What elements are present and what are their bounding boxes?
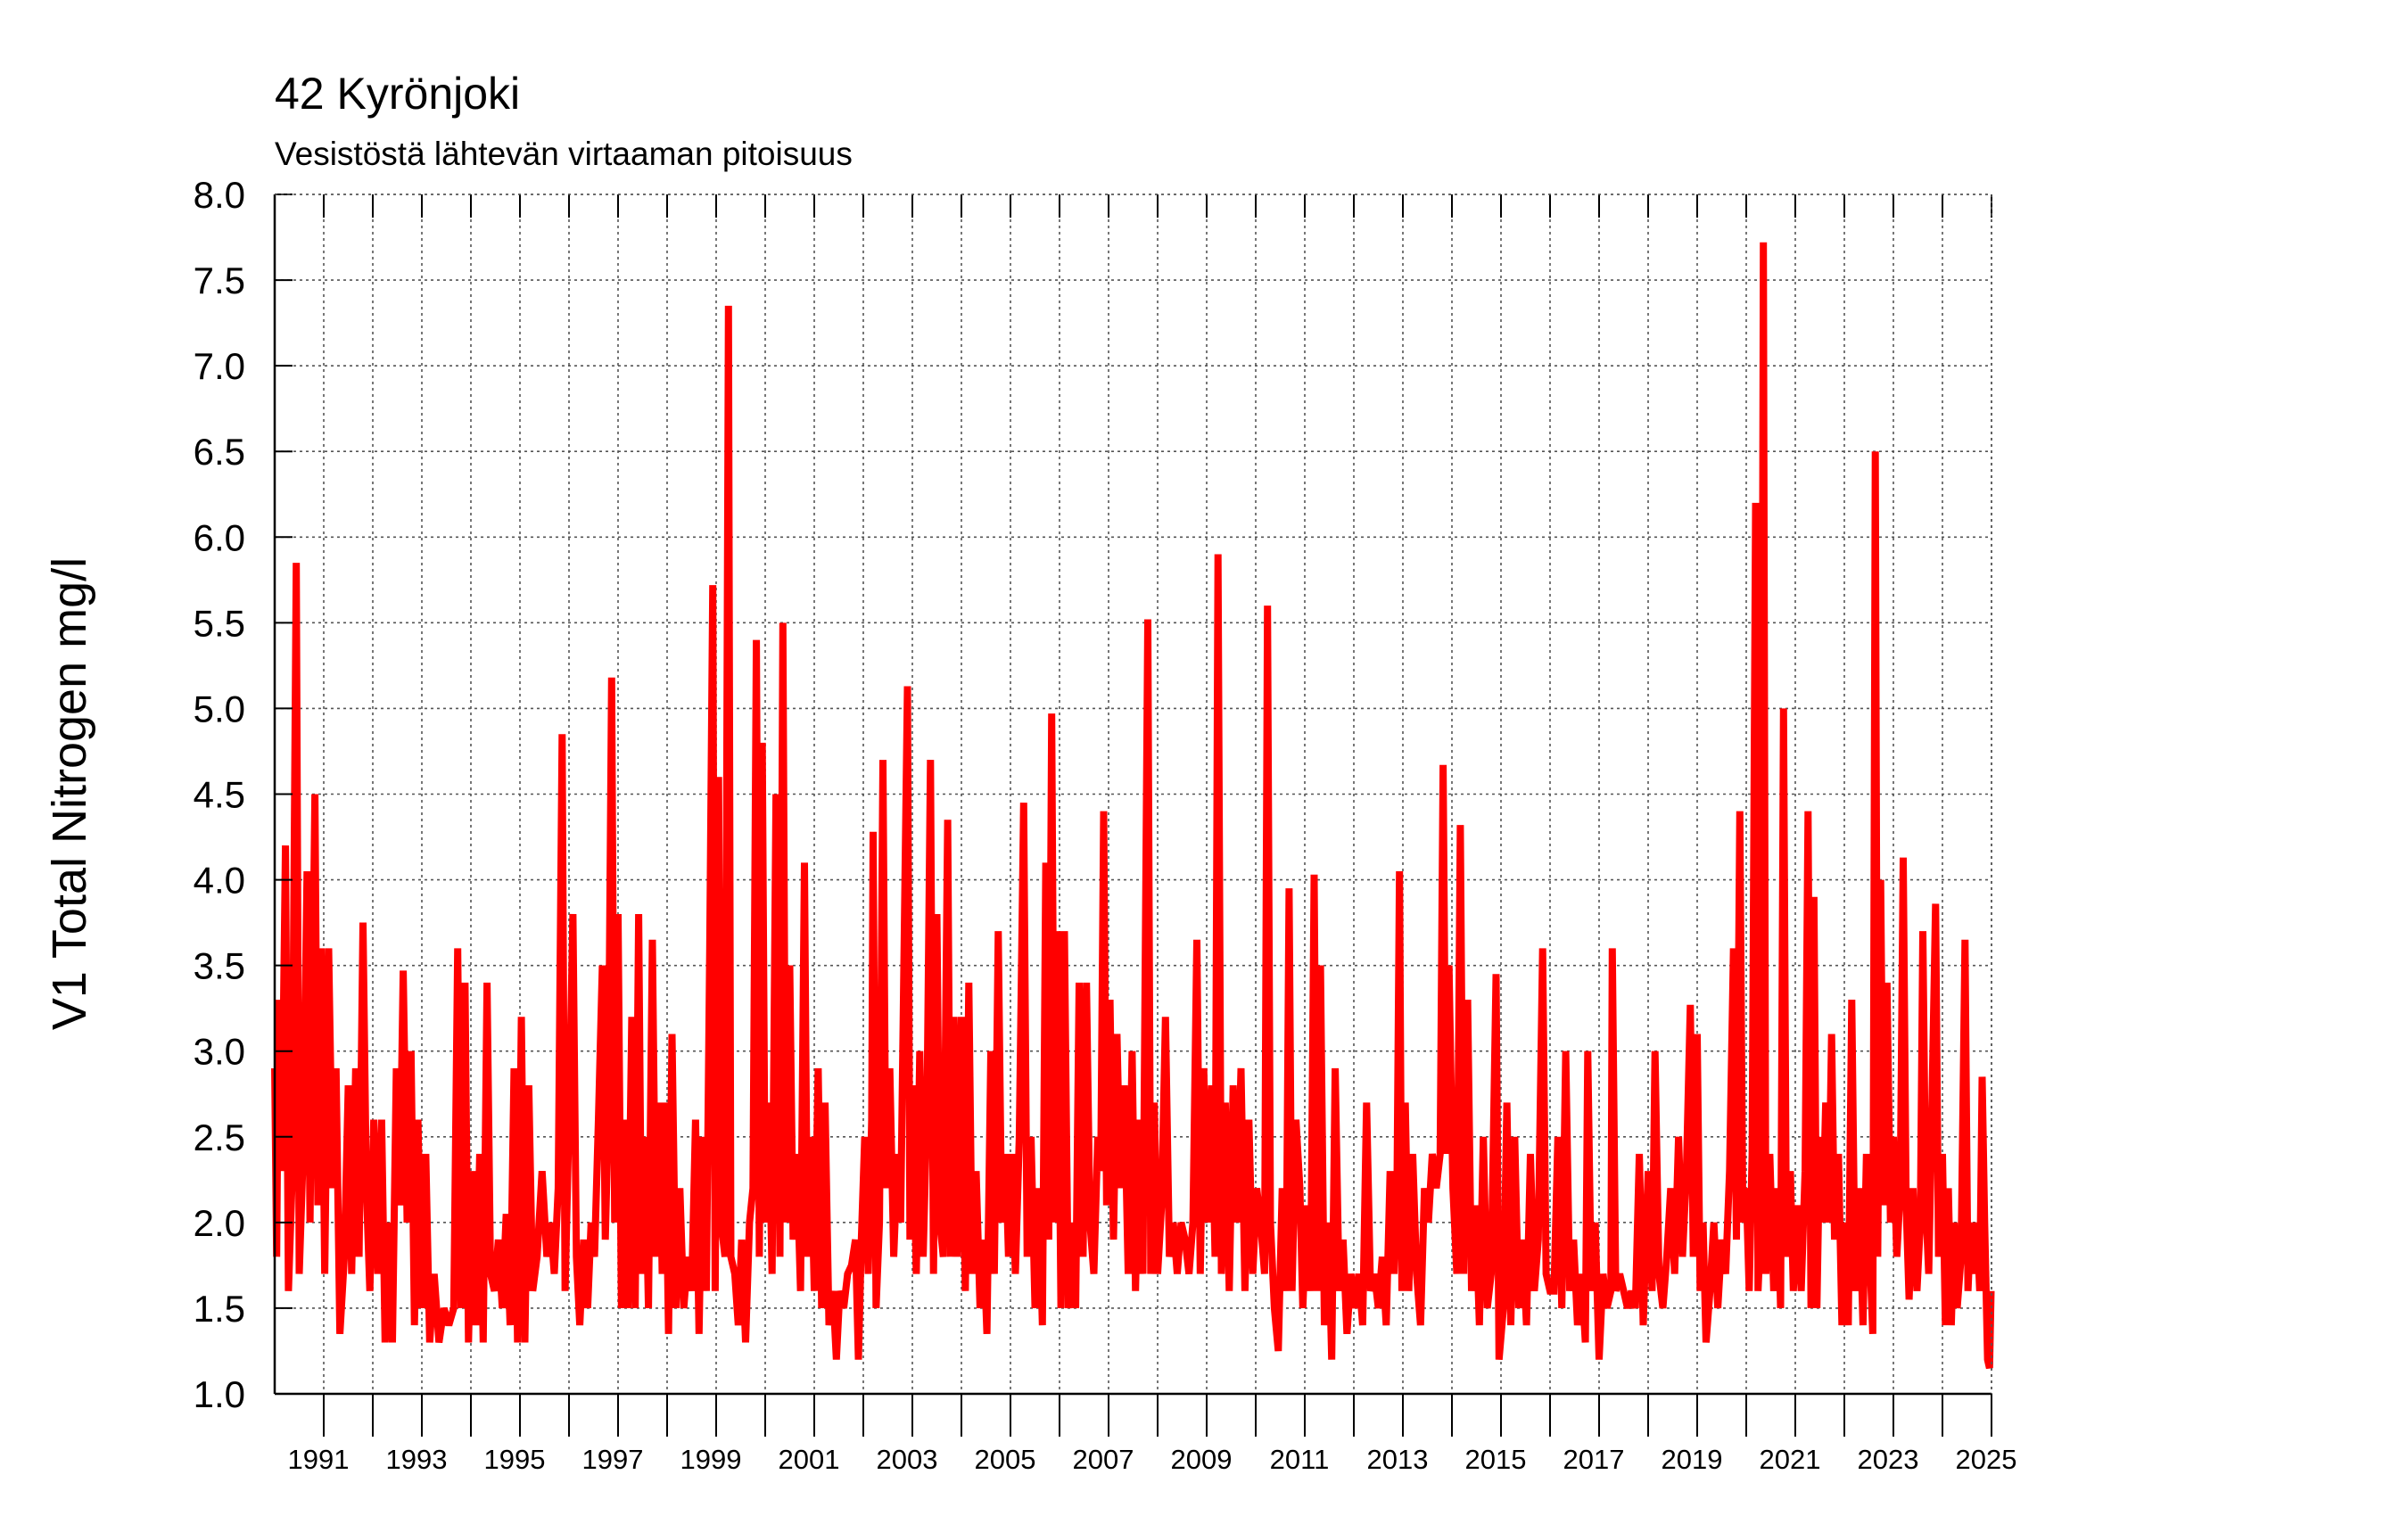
y-axis-label: V1 Total Nitrogen mg/l <box>43 557 96 1030</box>
x-tick-label: 2025 <box>1956 1444 2017 1475</box>
y-tick-label: 6.0 <box>194 516 245 558</box>
x-tick-label: 2017 <box>1563 1444 1625 1475</box>
x-tick-label: 2005 <box>975 1444 1036 1475</box>
x-tick-label: 1991 <box>288 1444 350 1475</box>
x-tick-label: 2015 <box>1465 1444 1527 1475</box>
x-tick-label: 2021 <box>1760 1444 1821 1475</box>
y-tick-label: 1.5 <box>194 1288 245 1330</box>
y-tick-label: 5.0 <box>194 688 245 729</box>
x-tick-label: 2019 <box>1662 1444 1723 1475</box>
y-tick-label: 3.5 <box>194 945 245 987</box>
y-tick-label: 7.0 <box>194 345 245 387</box>
y-tick-label: 1.0 <box>194 1373 245 1415</box>
y-tick-label: 2.0 <box>194 1202 245 1244</box>
x-tick-label: 2011 <box>1270 1444 1330 1475</box>
y-tick-label: 5.5 <box>194 602 245 644</box>
y-tick-label: 7.5 <box>194 260 245 301</box>
y-tick-label: 8.0 <box>194 174 245 216</box>
y-tick-label: 3.0 <box>194 1031 245 1073</box>
chart-subtitle: Vesistöstä lähtevän virtaaman pitoisuus <box>275 136 853 172</box>
data-line <box>271 242 1995 1370</box>
x-tick-label: 2003 <box>877 1444 938 1475</box>
x-tick-label: 1997 <box>582 1444 644 1475</box>
x-tick-label: 2007 <box>1073 1444 1134 1475</box>
y-tick-label: 4.5 <box>194 774 245 816</box>
x-tick-label: 1995 <box>484 1444 546 1475</box>
x-tick-label: 1993 <box>386 1444 448 1475</box>
x-tick-label: 1999 <box>680 1444 742 1475</box>
x-tick-label: 2013 <box>1367 1444 1429 1475</box>
y-tick-label: 2.5 <box>194 1116 245 1158</box>
chart-title: 42 Kyrönjoki <box>275 69 520 119</box>
y-tick-label: 4.0 <box>194 860 245 902</box>
x-tick-label: 2023 <box>1858 1444 1919 1475</box>
y-tick-label: 6.5 <box>194 431 245 473</box>
plot-area <box>271 242 1995 1370</box>
x-tick-label: 2001 <box>779 1444 840 1475</box>
x-tick-label: 2009 <box>1171 1444 1233 1475</box>
axes: 1.0 1.5 2.0 2.5 3.0 3.5 4.0 4.5 5.0 5.5 6.0 6.5 7.0 7… <box>194 174 2017 1475</box>
